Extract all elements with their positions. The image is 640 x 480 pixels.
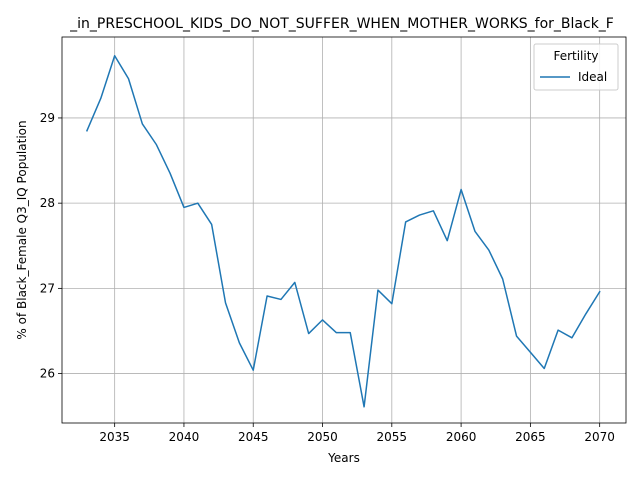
y-axis-label: % of Black_Female Q3_IQ Population <box>15 120 29 339</box>
legend-entry-ideal: Ideal <box>578 70 607 84</box>
x-tick-label: 2050 <box>307 430 338 444</box>
y-tick-label: 29 <box>40 111 55 125</box>
x-tick-label: 2060 <box>446 430 477 444</box>
x-tick-label: 2040 <box>169 430 200 444</box>
legend-box <box>533 43 619 91</box>
y-tick-label: 28 <box>40 196 55 210</box>
chart-title: _in_PRESCHOOL_KIDS_DO_NOT_SUFFER_WHEN_MO… <box>69 16 614 32</box>
grid-lines <box>62 37 626 423</box>
plot-frame <box>61 36 627 424</box>
series-line-ideal <box>85 55 601 408</box>
x-axis-label: Years <box>327 451 360 465</box>
y-tick-label: 27 <box>40 281 55 295</box>
x-tick-label: 2055 <box>377 430 408 444</box>
x-tick-label: 2065 <box>515 430 546 444</box>
y-axis: 26 27 28 29 <box>40 111 62 381</box>
x-axis: 2035 2040 2045 2050 2055 2060 2065 2070 <box>99 423 615 444</box>
legend: Fertility Ideal <box>533 43 619 91</box>
legend-title: Fertility <box>553 49 598 63</box>
series-group <box>85 55 601 408</box>
x-tick-label: 2070 <box>584 430 615 444</box>
x-tick-label: 2035 <box>99 430 130 444</box>
x-tick-label: 2045 <box>238 430 269 444</box>
y-tick-label: 26 <box>40 367 55 381</box>
